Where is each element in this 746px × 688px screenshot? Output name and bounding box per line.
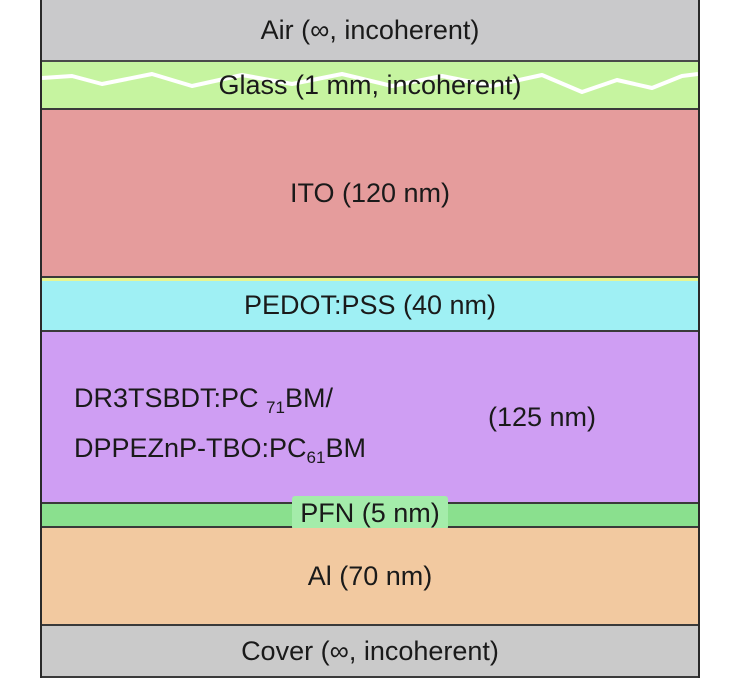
active-layer: DR3TSBDT:PC 71BM/ DPPEZnP-TBO:PC61BM (12… bbox=[42, 332, 698, 504]
al-label: Al (70 nm) bbox=[307, 560, 433, 591]
ito-label: ITO (120 nm) bbox=[289, 177, 451, 208]
cover-layer: Cover (∞, incoherent) bbox=[42, 626, 698, 678]
al-layer: Al (70 nm) bbox=[42, 528, 698, 626]
active-layer-thickness: (125 nm) bbox=[488, 402, 597, 432]
active-material-line-1: DR3TSBDT:PC 71BM/ bbox=[74, 383, 333, 417]
pfn-label: PFN (5 nm) bbox=[292, 496, 448, 530]
ito-layer: ITO (120 nm) bbox=[42, 110, 698, 278]
pfn-layer: PFN (5 nm) bbox=[42, 496, 698, 530]
pedot-pss-layer: PEDOT:PSS (40 nm) bbox=[42, 278, 698, 332]
active-material-line-2: DPPEZnP-TBO:PC61BM bbox=[74, 433, 366, 467]
layer-stack-diagram: Air (∞, incoherent) Glass (1 mm, incoher… bbox=[40, 0, 700, 678]
air-layer: Air (∞, incoherent) bbox=[42, 0, 698, 62]
glass-break-zigzag bbox=[42, 72, 698, 94]
glass-layer: Glass (1 mm, incoherent) bbox=[42, 62, 698, 110]
air-label: Air (∞, incoherent) bbox=[260, 14, 480, 45]
pedot-pss-label: PEDOT:PSS (40 nm) bbox=[243, 290, 497, 320]
cover-label: Cover (∞, incoherent) bbox=[241, 635, 499, 666]
active-layer-materials: DR3TSBDT:PC 71BM/ DPPEZnP-TBO:PC61BM bbox=[74, 378, 366, 478]
glass-label: Glass (1 mm, incoherent) bbox=[218, 69, 522, 100]
